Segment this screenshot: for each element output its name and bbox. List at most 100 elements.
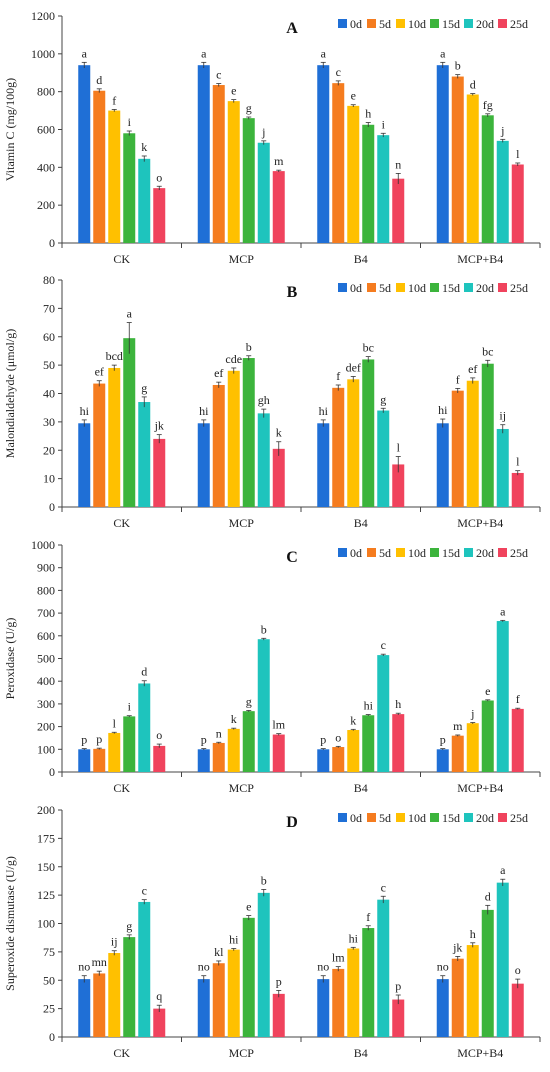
bar xyxy=(153,188,166,243)
legend-swatch xyxy=(396,283,405,292)
bar xyxy=(347,948,360,1037)
legend-label: 5d xyxy=(379,281,391,295)
significance-letter: d xyxy=(485,889,491,903)
legend-label: 5d xyxy=(379,17,391,31)
significance-letter: ij xyxy=(111,935,118,949)
bar xyxy=(496,428,509,507)
significance-letter: m xyxy=(274,154,284,168)
y-axis-label: Peroxidase (U/g) xyxy=(3,618,17,700)
significance-letter: k xyxy=(350,713,356,727)
bar xyxy=(227,949,240,1037)
significance-letter: c xyxy=(336,65,341,79)
bar xyxy=(332,747,345,772)
significance-letter: p xyxy=(81,733,87,747)
y-tick-label: 1000 xyxy=(31,47,55,61)
bar xyxy=(78,65,91,243)
y-tick-label: 500 xyxy=(37,652,55,666)
significance-letter: bc xyxy=(482,344,493,358)
legend-label: 25d xyxy=(510,546,528,560)
bar xyxy=(377,410,390,507)
significance-letter: p xyxy=(96,732,102,746)
significance-letter: a xyxy=(127,307,133,321)
bar xyxy=(511,983,524,1037)
y-tick-label: 400 xyxy=(37,674,55,688)
panel-title: A xyxy=(286,20,298,37)
y-tick-label: 1000 xyxy=(31,538,55,552)
bar xyxy=(197,749,210,772)
legend-label: 10d xyxy=(408,811,426,825)
bar xyxy=(466,380,479,507)
y-tick-label: 25 xyxy=(43,1002,55,1016)
bar xyxy=(108,367,121,507)
category-label: MCP+B4 xyxy=(457,781,503,795)
category-label: B4 xyxy=(354,1046,368,1060)
legend-label: 5d xyxy=(379,546,391,560)
bar xyxy=(392,999,405,1037)
significance-letter: def xyxy=(346,360,361,374)
significance-letter: o xyxy=(515,963,521,977)
significance-letter: ef xyxy=(214,366,223,380)
significance-letter: mn xyxy=(92,955,107,969)
bar xyxy=(481,909,494,1037)
significance-letter: hi xyxy=(319,404,329,418)
legend-swatch xyxy=(338,19,347,28)
bar xyxy=(212,384,225,507)
bar xyxy=(466,94,479,243)
y-tick-label: 30 xyxy=(43,415,55,429)
significance-letter: hi xyxy=(199,404,209,418)
legend-label: 0d xyxy=(350,546,362,560)
bar xyxy=(212,742,225,772)
significance-letter: b xyxy=(455,59,461,73)
legend-label: 10d xyxy=(408,546,426,560)
legend-label: 10d xyxy=(408,281,426,295)
legend-swatch xyxy=(396,548,405,557)
significance-letter: hi xyxy=(229,932,239,946)
significance-letter: a xyxy=(500,863,506,877)
category-label: CK xyxy=(113,1046,130,1060)
bar xyxy=(347,105,360,244)
significance-letter: c xyxy=(381,638,386,652)
significance-letter: fg xyxy=(483,98,493,112)
legend-swatch xyxy=(498,283,507,292)
significance-letter: g xyxy=(380,392,386,406)
bar xyxy=(317,65,330,243)
bar xyxy=(511,472,524,507)
y-tick-label: 150 xyxy=(37,860,55,874)
bar xyxy=(78,749,91,772)
legend-swatch xyxy=(430,19,439,28)
significance-letter: n xyxy=(395,157,401,171)
y-tick-label: 125 xyxy=(37,888,55,902)
legend-label: 20d xyxy=(476,17,494,31)
bar xyxy=(93,748,106,772)
category-label: MCP xyxy=(229,252,255,266)
y-tick-label: 800 xyxy=(37,85,55,99)
significance-letter: h xyxy=(470,927,476,941)
bar xyxy=(436,979,449,1037)
bar xyxy=(93,383,106,507)
significance-letter: o xyxy=(156,728,162,742)
significance-letter: j xyxy=(500,123,504,137)
legend-swatch xyxy=(430,548,439,557)
legend-label: 0d xyxy=(350,17,362,31)
bar xyxy=(93,973,106,1037)
significance-letter: bc xyxy=(363,341,374,355)
legend-swatch xyxy=(396,813,405,822)
significance-letter: o xyxy=(156,170,162,184)
significance-letter: h xyxy=(395,697,401,711)
significance-letter: jk xyxy=(452,940,462,954)
bar xyxy=(78,979,91,1037)
legend-swatch xyxy=(464,283,473,292)
bar xyxy=(362,928,375,1037)
legend-swatch xyxy=(498,548,507,557)
y-tick-label: 50 xyxy=(43,973,55,987)
y-tick-label: 0 xyxy=(49,1030,55,1044)
y-tick-label: 75 xyxy=(43,945,55,959)
bar xyxy=(242,917,255,1037)
y-axis-label: Superoxide dismutase (U/g) xyxy=(3,856,17,991)
significance-letter: jk xyxy=(154,419,164,433)
y-tick-label: 300 xyxy=(37,697,55,711)
significance-letter: l xyxy=(397,440,401,454)
y-tick-label: 200 xyxy=(37,198,55,212)
